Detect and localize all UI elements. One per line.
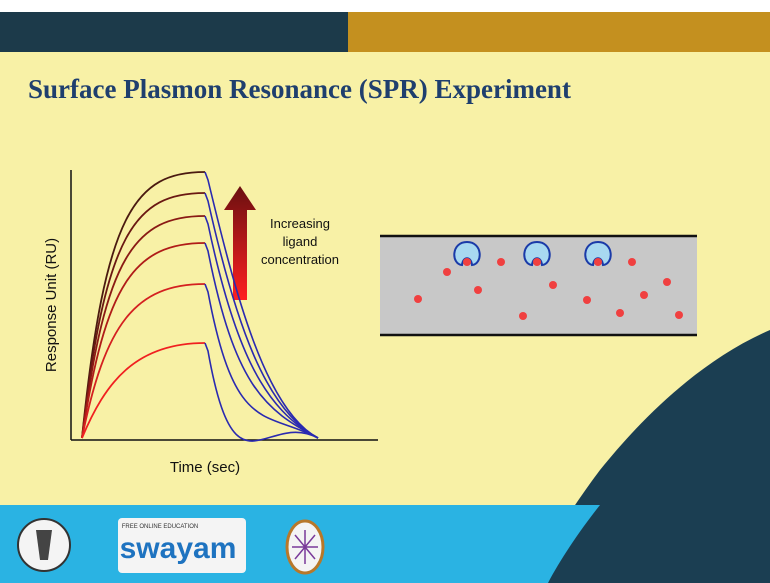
slide: Surface Plasmon Resonance (SPR) Experime… bbox=[0, 0, 770, 583]
logo-name: swayam bbox=[120, 532, 237, 565]
analyte bbox=[497, 258, 505, 266]
analyte bbox=[628, 258, 636, 266]
logo-tagline: FREE ONLINE EDUCATION bbox=[122, 524, 199, 530]
flow-cell bbox=[380, 236, 697, 335]
bound-analyte bbox=[594, 258, 602, 266]
emblem-mark bbox=[292, 530, 318, 564]
analyte bbox=[616, 309, 624, 317]
analyte bbox=[640, 291, 648, 299]
analyte bbox=[414, 295, 422, 303]
annotation-line: concentration bbox=[261, 252, 339, 267]
annotation-line: ligand bbox=[283, 234, 318, 249]
bound-analyte bbox=[533, 258, 541, 266]
analyte bbox=[549, 281, 557, 289]
analyte bbox=[663, 278, 671, 286]
slide-title: Surface Plasmon Resonance (SPR) Experime… bbox=[28, 74, 571, 104]
analyte bbox=[474, 286, 482, 294]
bound-analyte bbox=[463, 258, 471, 266]
analyte bbox=[443, 268, 451, 276]
annotation-line: Increasing bbox=[270, 216, 330, 231]
analyte bbox=[583, 296, 591, 304]
analyte bbox=[519, 312, 527, 320]
top-bar-gold bbox=[348, 12, 770, 52]
y-axis-label: Response Unit (RU) bbox=[43, 238, 60, 372]
analyte bbox=[675, 311, 683, 319]
x-axis-label: Time (sec) bbox=[170, 459, 240, 476]
top-bar-dark bbox=[0, 12, 348, 52]
